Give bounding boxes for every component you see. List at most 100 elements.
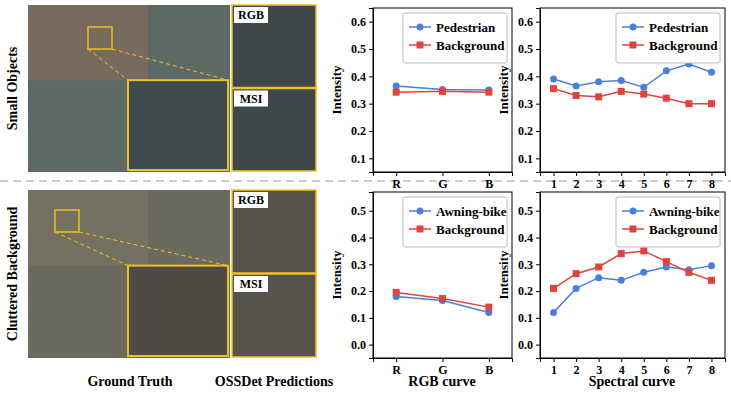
y-tick: 0.5 [518, 204, 540, 218]
y-tick-mark [369, 49, 373, 50]
series-marker [595, 93, 602, 100]
x-axis-line [374, 359, 513, 363]
plot-frame [373, 8, 512, 172]
y-tick: 0.4 [351, 231, 373, 245]
y-tick-label: 0.1 [518, 311, 533, 325]
x-tick-mark [644, 358, 645, 362]
x-tick: G [438, 358, 447, 377]
x-tick: 2 [574, 358, 580, 377]
x-tick-label: 7 [686, 363, 692, 377]
x-tick-label: B [485, 363, 493, 377]
legend-label: Awning-bike [436, 204, 507, 219]
x-tick-label: R [392, 363, 401, 377]
y-tick: 0.3 [518, 258, 540, 272]
plot-frame [540, 8, 725, 172]
legend-label: Pedestrian [436, 20, 496, 35]
y-tick-label: 0.3 [518, 258, 533, 272]
y-tick-mark [536, 345, 540, 346]
panel-label-box [234, 276, 268, 292]
y-tick: 0.1 [518, 311, 540, 325]
x-axis: RGB [374, 172, 513, 191]
series-marker [685, 100, 692, 107]
zoom-inset [128, 266, 228, 356]
figure-root: RGBMSIRGBMSISmall ObjectsCluttered Backg… [0, 0, 731, 395]
legend: Awning-bikeBackground [403, 197, 507, 247]
panel-label-box [234, 7, 268, 23]
x-tick: 1 [551, 358, 557, 377]
legend-label: Background [649, 222, 718, 237]
legend: PedestrianBackground [616, 13, 720, 63]
series-marker [573, 82, 580, 89]
y-tick: 0.0 [351, 338, 373, 352]
figure-svg: RGBMSIRGBMSISmall ObjectsCluttered Backg… [0, 0, 731, 395]
y-tick-label: 0.4 [518, 70, 533, 84]
x-axis-line [374, 173, 513, 177]
series-marker [393, 289, 400, 296]
x-tick-label: G [438, 177, 447, 191]
plot-frame [373, 192, 512, 358]
series-marker [618, 77, 625, 84]
column-label: Ground Truth [87, 374, 172, 389]
y-tick-mark [369, 238, 373, 239]
y-tick-mark [369, 345, 373, 346]
x-axis-line [541, 173, 726, 177]
x-tick: 3 [596, 358, 602, 377]
x-tick-label: 6 [664, 177, 670, 191]
image-row: RGB MSI [28, 190, 316, 358]
ground-truth-image [28, 5, 230, 172]
zoom-inset [128, 80, 228, 170]
legend-label: Background [436, 38, 505, 53]
x-tick-label: 4 [619, 177, 625, 191]
y-tick-label: 0.0 [351, 338, 366, 352]
y-tick: 0.5 [351, 42, 373, 56]
x-tick: 5 [641, 358, 647, 377]
x-tick-mark [443, 358, 444, 362]
prediction-image [232, 89, 316, 172]
x-tick-mark [689, 358, 690, 362]
panel-label-text: MSI [240, 92, 263, 106]
x-tick: B [485, 358, 493, 377]
y-tick-mark [536, 22, 540, 23]
series-marker [595, 263, 602, 270]
series-marker [550, 85, 557, 92]
x-tick: 1 [551, 172, 557, 191]
legend-marker [630, 24, 637, 31]
series-marker [708, 100, 715, 107]
x-axis: 12345678 [541, 358, 726, 377]
y-tick-mark [536, 291, 540, 292]
y-tick: 0.2 [351, 284, 373, 298]
panel-label: RGB [234, 192, 268, 208]
y-tick-mark [369, 318, 373, 319]
prediction-image [232, 5, 316, 88]
y-axis-line [369, 9, 374, 173]
y-tick-label: 0.3 [351, 258, 366, 272]
y-tick-mark [536, 104, 540, 105]
x-tick-label: 1 [551, 363, 557, 377]
legend-box [403, 13, 507, 63]
y-axis: 0.00.10.20.30.40.5 [518, 193, 541, 359]
y-tick-label: 0.0 [518, 338, 533, 352]
x-tick: 7 [686, 358, 692, 377]
x-tick: 5 [641, 172, 647, 191]
y-tick-label: 0.5 [518, 204, 533, 218]
panel-label-box [234, 91, 268, 107]
x-axis: 12345678 [541, 172, 726, 191]
legend-marker [417, 226, 424, 233]
series-marker [550, 76, 557, 83]
y-tick: 0.6 [518, 15, 540, 29]
x-tick-label: 5 [641, 177, 647, 191]
y-axis-line [536, 9, 541, 173]
series-marker [595, 78, 602, 85]
x-tick-label: 5 [641, 363, 647, 377]
x-tick-label: G [438, 363, 447, 377]
series-marker [550, 285, 557, 292]
panel-label: MSI [234, 276, 268, 292]
x-tick-label: 2 [574, 177, 580, 191]
x-tick-mark [443, 172, 444, 176]
y-tick: 0.2 [518, 124, 540, 138]
zoom-source [55, 210, 79, 232]
x-tick-mark [396, 358, 397, 362]
chart: 123456780.00.10.20.30.40.5IntensityAwnin… [496, 192, 726, 377]
zoom-connector [112, 49, 228, 80]
x-tick-mark [576, 172, 577, 176]
